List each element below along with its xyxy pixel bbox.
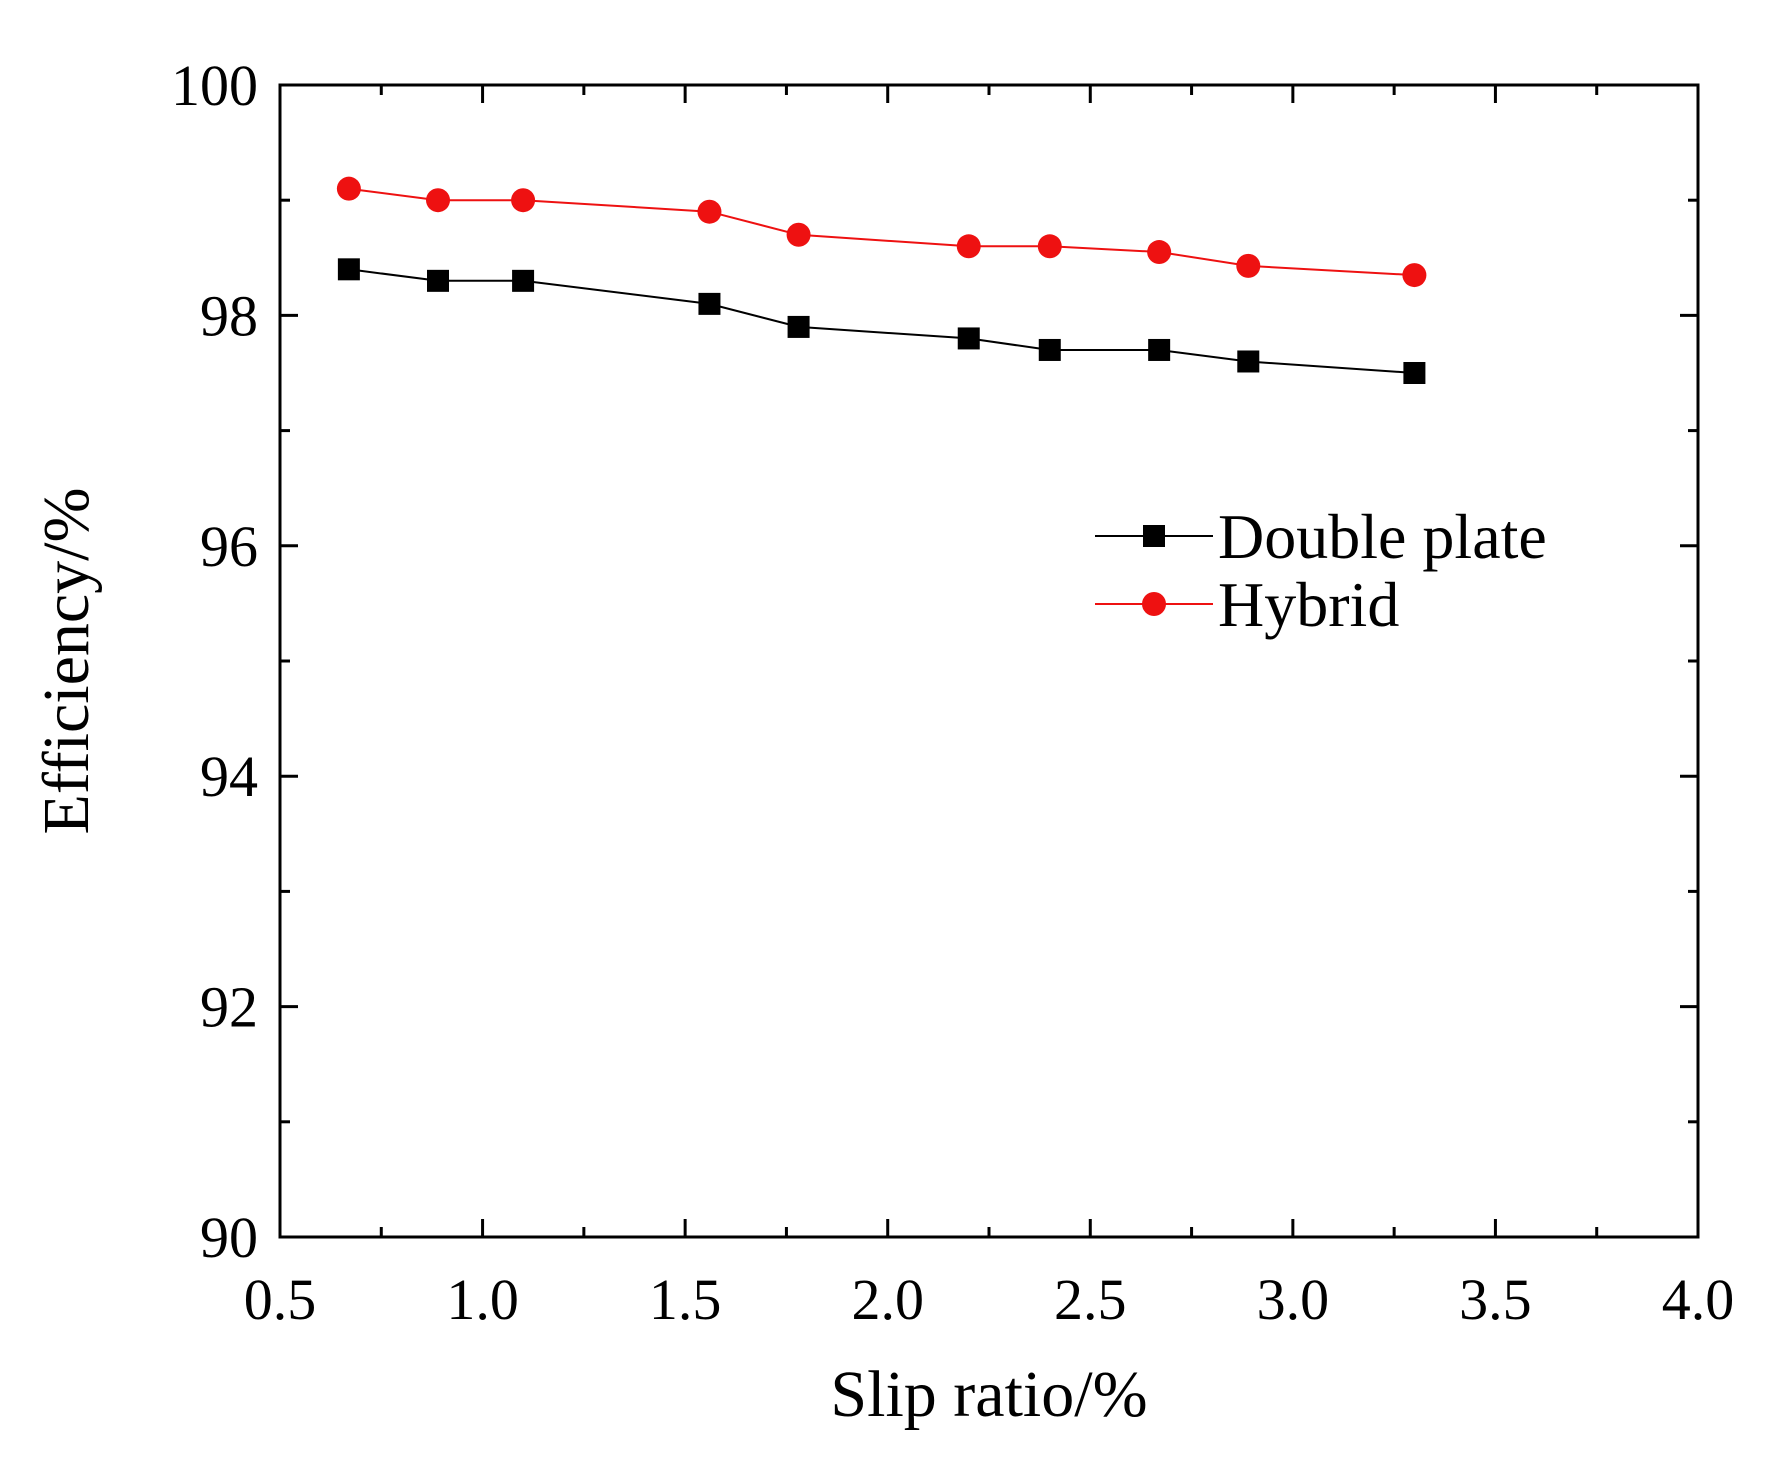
series-line-double-plate	[348, 268, 1415, 374]
x-tick-label: 0.5	[244, 1267, 317, 1332]
data-point-hybrid	[956, 234, 981, 259]
x-tick-label: 4.0	[1662, 1267, 1735, 1332]
y-axis-title: Efficiency/%	[30, 488, 103, 835]
data-point-double-plate	[1403, 362, 1426, 384]
data-point-double-plate	[1038, 338, 1061, 361]
y-tick-label: 90	[200, 1205, 258, 1270]
data-point-double-plate	[337, 258, 360, 281]
data-point-double-plate	[957, 327, 980, 350]
legend-marker-hybrid	[1142, 592, 1166, 616]
data-point-hybrid	[511, 188, 536, 213]
data-point-hybrid	[697, 199, 722, 224]
legend-label-hybrid: Hybrid	[1218, 569, 1399, 640]
y-tick-label: 100	[171, 53, 258, 118]
data-point-hybrid	[426, 188, 451, 213]
data-point-hybrid	[1402, 263, 1427, 288]
x-tick-label: 2.0	[851, 1267, 924, 1332]
series-line-hybrid	[348, 187, 1415, 277]
y-tick-label: 96	[200, 514, 258, 579]
data-point-double-plate	[1148, 338, 1171, 361]
x-tick-label: 1.0	[446, 1267, 519, 1332]
data-point-hybrid	[1236, 253, 1261, 278]
data-point-double-plate	[698, 292, 721, 315]
x-tick-label: 1.5	[649, 1267, 722, 1332]
data-point-double-plate	[1237, 350, 1260, 373]
data-point-hybrid	[1037, 234, 1062, 259]
y-tick-label: 94	[200, 744, 258, 809]
legend-label-double-plate: Double plate	[1218, 501, 1547, 572]
series-layer	[336, 176, 1427, 384]
data-point-double-plate	[427, 269, 450, 292]
data-point-hybrid	[336, 176, 361, 201]
data-point-hybrid	[1147, 240, 1172, 265]
y-tick-label: 92	[200, 975, 258, 1040]
y-tick-label: 98	[200, 283, 258, 348]
data-point-hybrid	[786, 222, 811, 247]
data-point-double-plate	[512, 269, 535, 292]
x-tick-label: 3.0	[1257, 1267, 1330, 1332]
x-tick-label: 2.5	[1054, 1267, 1127, 1332]
data-point-double-plate	[787, 315, 810, 338]
tick-layer: 0.5 1.0 1.5 2.0 2.5 3.0 3.5 4.0 90 92 94 96 98 100	[171, 53, 1734, 1332]
legend-marker-double-plate	[1143, 525, 1165, 547]
x-tick-label: 3.5	[1459, 1267, 1532, 1332]
x-axis-title: Slip ratio/%	[830, 1358, 1147, 1431]
